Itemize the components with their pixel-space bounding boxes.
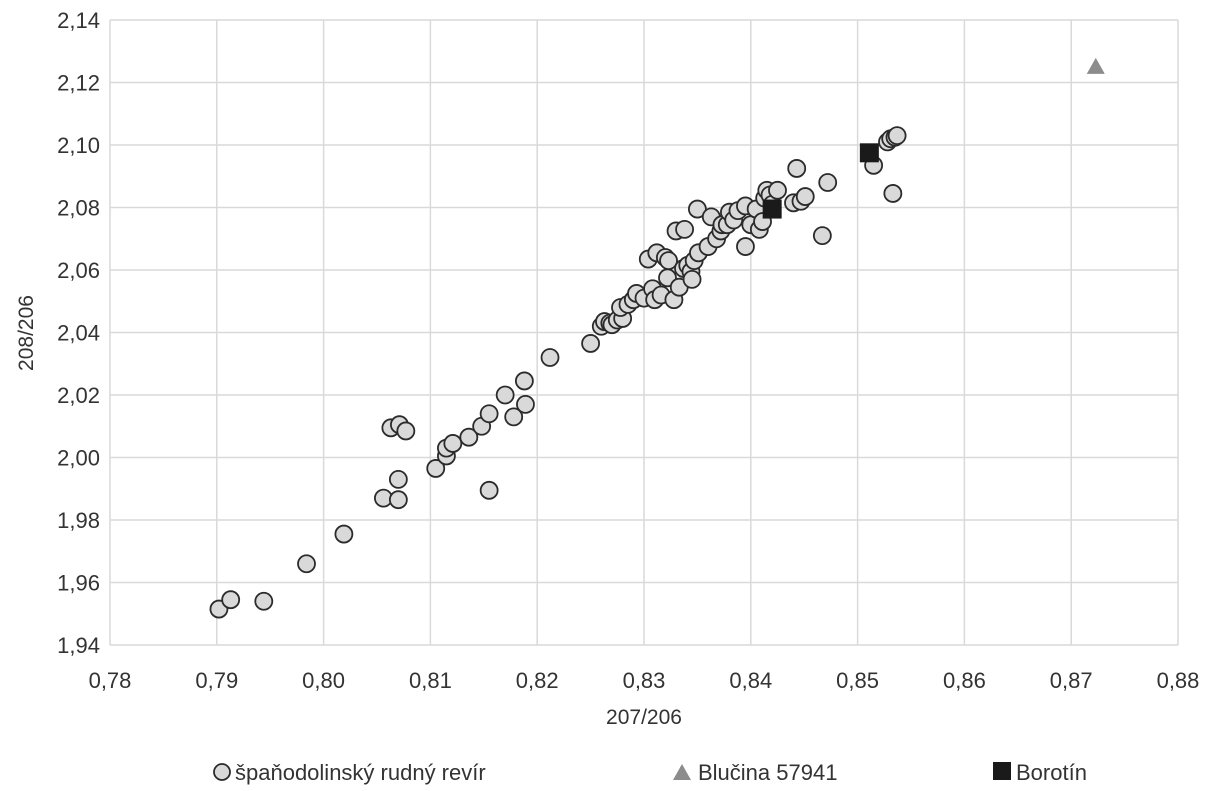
y-tick-label: 1,94: [57, 633, 100, 658]
data-point-circle: [396, 421, 416, 441]
data-point-circle: [688, 199, 707, 219]
data-point-circle: [479, 404, 499, 424]
y-tick-label: 2,06: [57, 258, 100, 283]
legend-triangle-marker: [673, 764, 691, 780]
data-point-circle: [787, 159, 807, 178]
data-point-circle: [254, 591, 274, 611]
data-point-circle: [334, 524, 354, 544]
x-tick-label: 0,81: [409, 668, 452, 693]
data-point-circle: [221, 590, 241, 610]
data-point-circle: [812, 226, 832, 246]
data-point-circle: [581, 334, 600, 353]
legend-square-marker: [993, 762, 1011, 780]
legend-item-blucina: Blučina 57941: [673, 760, 837, 785]
legend-label-borotin: Borotín: [1016, 760, 1087, 785]
y-axis-title: 208/206: [15, 295, 38, 371]
x-tick-label: 0,88: [1157, 668, 1200, 693]
x-tick-label: 0,84: [729, 668, 772, 693]
data-point-circle: [887, 126, 907, 146]
grid: [109, 19, 1179, 646]
data-point-circle: [516, 394, 535, 414]
y-tick-label: 2,00: [57, 446, 100, 471]
y-tick-label: 2,04: [57, 321, 100, 346]
legend-label-spanodolinsky: špaňodolinský rudný revír: [235, 760, 486, 785]
data-point-circle: [514, 371, 534, 391]
data-point-circle: [795, 187, 815, 206]
legend: špaňodolinský rudný revír Blučina 57941 …: [213, 760, 1087, 785]
data-point-circle: [388, 490, 408, 510]
x-axis-title: 207/206: [606, 706, 682, 729]
x-tick-label: 0,80: [302, 668, 345, 693]
y-tick-label: 2,14: [57, 8, 100, 33]
y-tick-label: 1,96: [57, 571, 100, 596]
x-tick-label: 0,78: [89, 668, 132, 693]
data-point-circle: [540, 348, 560, 367]
data-point-circle: [675, 219, 694, 239]
data-point-circle: [883, 184, 903, 203]
tick-labels: 0,78 0,79 0,80 0,81 0,82 0,83 0,84 0,85 0,86 0,87…: [57, 8, 1199, 693]
data-points: [209, 57, 1105, 619]
y-tick-label: 2,12: [57, 71, 100, 96]
data-point-circle: [495, 385, 515, 405]
data-point-circle: [768, 180, 787, 200]
y-tick-label: 1,98: [57, 508, 100, 533]
data-point-circle: [443, 434, 463, 453]
y-tick-label: 2,08: [57, 196, 100, 221]
legend-label-blucina: Blučina 57941: [698, 760, 837, 785]
data-point-circle: [479, 480, 499, 500]
y-tick-label: 2,10: [57, 133, 100, 158]
legend-circle-marker: [213, 763, 231, 781]
data-point-circle: [682, 269, 702, 289]
y-tick-label: 2,02: [57, 383, 100, 408]
x-tick-label: 0,85: [836, 668, 879, 693]
data-point-circle: [426, 459, 446, 478]
x-tick-label: 0,87: [1050, 668, 1093, 693]
data-point-circle: [818, 173, 838, 192]
data-point-circle: [297, 554, 316, 574]
data-point-circle: [736, 237, 755, 256]
data-point-square: [859, 143, 879, 163]
x-tick-label: 0,86: [943, 668, 986, 693]
data-point-circle: [659, 251, 678, 271]
data-point-circle: [459, 427, 479, 447]
data-point-triangle: [1086, 57, 1105, 74]
data-point-square: [762, 199, 782, 219]
data-point-circle: [388, 469, 408, 489]
x-tick-label: 0,79: [195, 668, 238, 693]
data-point-circle: [504, 407, 524, 427]
legend-item-spanodolinsky: špaňodolinský rudný revír: [213, 760, 486, 785]
x-tick-label: 0,83: [623, 668, 666, 693]
x-tick-label: 0,82: [516, 668, 559, 693]
legend-item-borotin: Borotín: [993, 760, 1087, 785]
